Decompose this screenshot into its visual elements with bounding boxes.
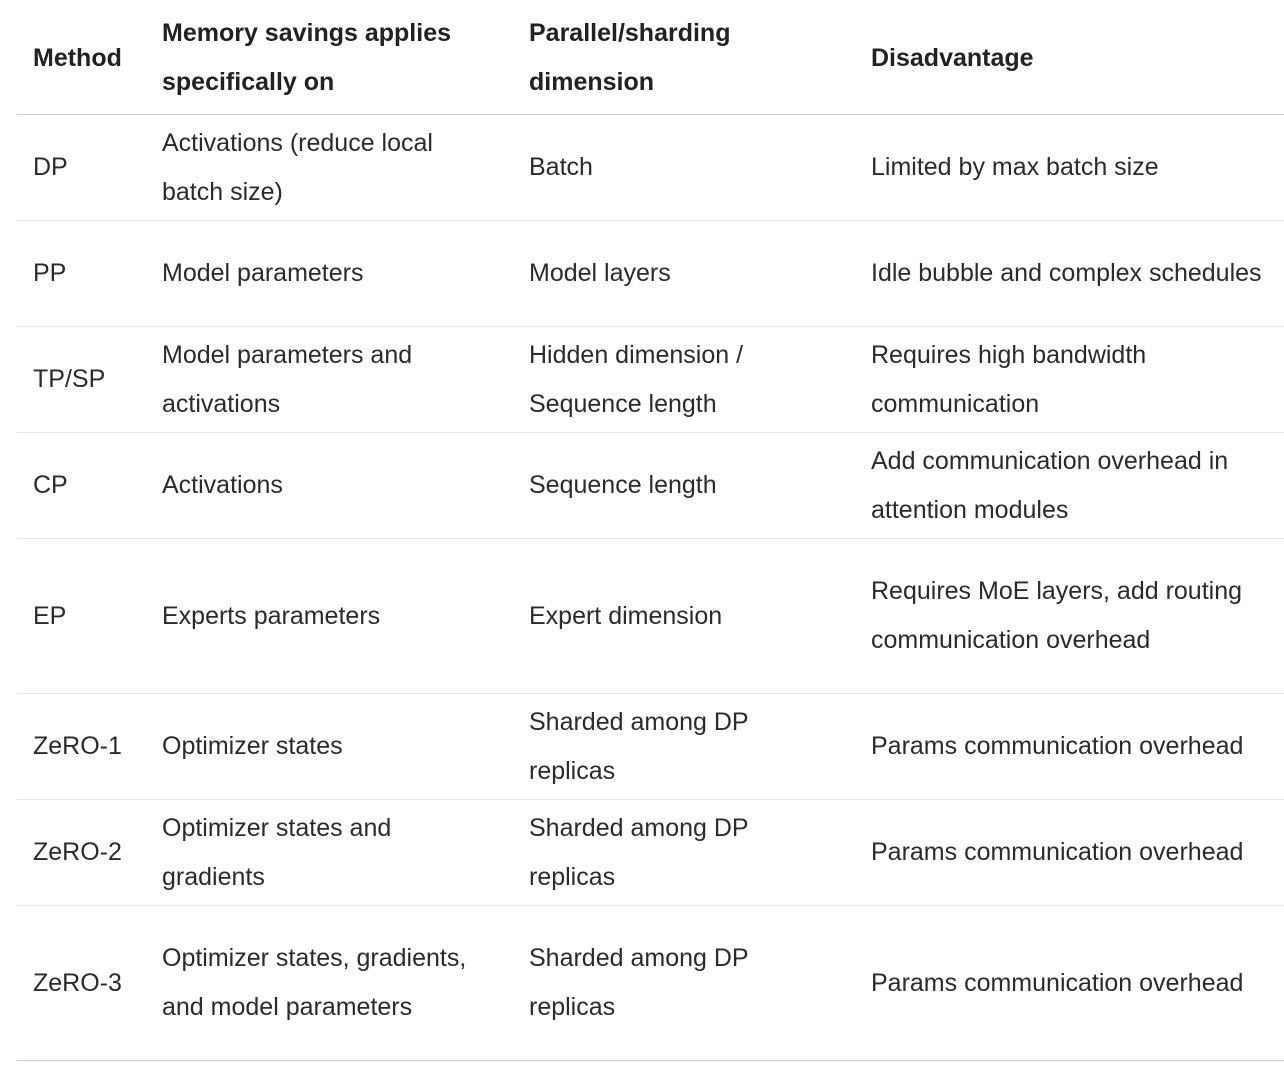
- cell-parallel-dimension: Sharded among DP replicas: [513, 905, 855, 1061]
- cell-parallel-dimension: Sequence length: [513, 432, 855, 539]
- cell-method: ZeRO-1: [17, 693, 146, 800]
- cell-parallel-dimension: Hidden dimension / Sequence length: [513, 326, 855, 433]
- parallelism-comparison-table: Method Memory savings applies specifical…: [17, 0, 1284, 1061]
- cell-method: ZeRO-2: [17, 799, 146, 906]
- table-row: ZeRO-1 Optimizer states Sharded among DP…: [17, 693, 1284, 800]
- table-body: DP Activations (reduce local batch size)…: [17, 114, 1284, 1061]
- cell-memory-savings: Activations (reduce local batch size): [146, 114, 513, 221]
- cell-disadvantage: Add communication overhead in attention …: [855, 432, 1284, 539]
- cell-memory-savings: Experts parameters: [146, 538, 513, 694]
- table-row: ZeRO-2 Optimizer states and gradients Sh…: [17, 799, 1284, 906]
- cell-method: CP: [17, 432, 146, 539]
- table-row: DP Activations (reduce local batch size)…: [17, 114, 1284, 221]
- cell-memory-savings: Model parameters: [146, 220, 513, 327]
- cell-disadvantage: Params communication overhead: [855, 693, 1284, 800]
- cell-disadvantage: Params communication overhead: [855, 799, 1284, 906]
- header-memory-savings: Memory savings applies specifically on: [146, 0, 513, 115]
- cell-disadvantage: Params communication overhead: [855, 905, 1284, 1061]
- header-parallel-dimension: Parallel/sharding dimension: [513, 0, 855, 115]
- cell-disadvantage: Limited by max batch size: [855, 114, 1284, 221]
- cell-method: DP: [17, 114, 146, 221]
- parallelism-comparison-table-container: Method Memory savings applies specifical…: [17, 0, 1284, 1061]
- cell-parallel-dimension: Model layers: [513, 220, 855, 327]
- header-disadvantage: Disadvantage: [855, 0, 1284, 115]
- table-row: TP/SP Model parameters and activations H…: [17, 326, 1284, 433]
- table-row: PP Model parameters Model layers Idle bu…: [17, 220, 1284, 327]
- header-row: Method Memory savings applies specifical…: [17, 0, 1284, 115]
- cell-method: PP: [17, 220, 146, 327]
- cell-parallel-dimension: Expert dimension: [513, 538, 855, 694]
- cell-disadvantage: Requires high bandwidth communication: [855, 326, 1284, 433]
- cell-disadvantage: Requires MoE layers, add routing communi…: [855, 538, 1284, 694]
- cell-method: TP/SP: [17, 326, 146, 433]
- table-row: EP Experts parameters Expert dimension R…: [17, 538, 1284, 694]
- cell-method: ZeRO-3: [17, 905, 146, 1061]
- cell-memory-savings: Activations: [146, 432, 513, 539]
- cell-memory-savings: Optimizer states, gradients, and model p…: [146, 905, 513, 1061]
- table-row: ZeRO-3 Optimizer states, gradients, and …: [17, 905, 1284, 1061]
- cell-parallel-dimension: Sharded among DP replicas: [513, 799, 855, 906]
- cell-method: EP: [17, 538, 146, 694]
- cell-memory-savings: Optimizer states: [146, 693, 513, 800]
- table-row: CP Activations Sequence length Add commu…: [17, 432, 1284, 539]
- table-header: Method Memory savings applies specifical…: [17, 0, 1284, 115]
- cell-memory-savings: Model parameters and activations: [146, 326, 513, 433]
- cell-parallel-dimension: Batch: [513, 114, 855, 221]
- header-method: Method: [17, 0, 146, 115]
- cell-disadvantage: Idle bubble and complex schedules: [855, 220, 1284, 327]
- cell-memory-savings: Optimizer states and gradients: [146, 799, 513, 906]
- cell-parallel-dimension: Sharded among DP replicas: [513, 693, 855, 800]
